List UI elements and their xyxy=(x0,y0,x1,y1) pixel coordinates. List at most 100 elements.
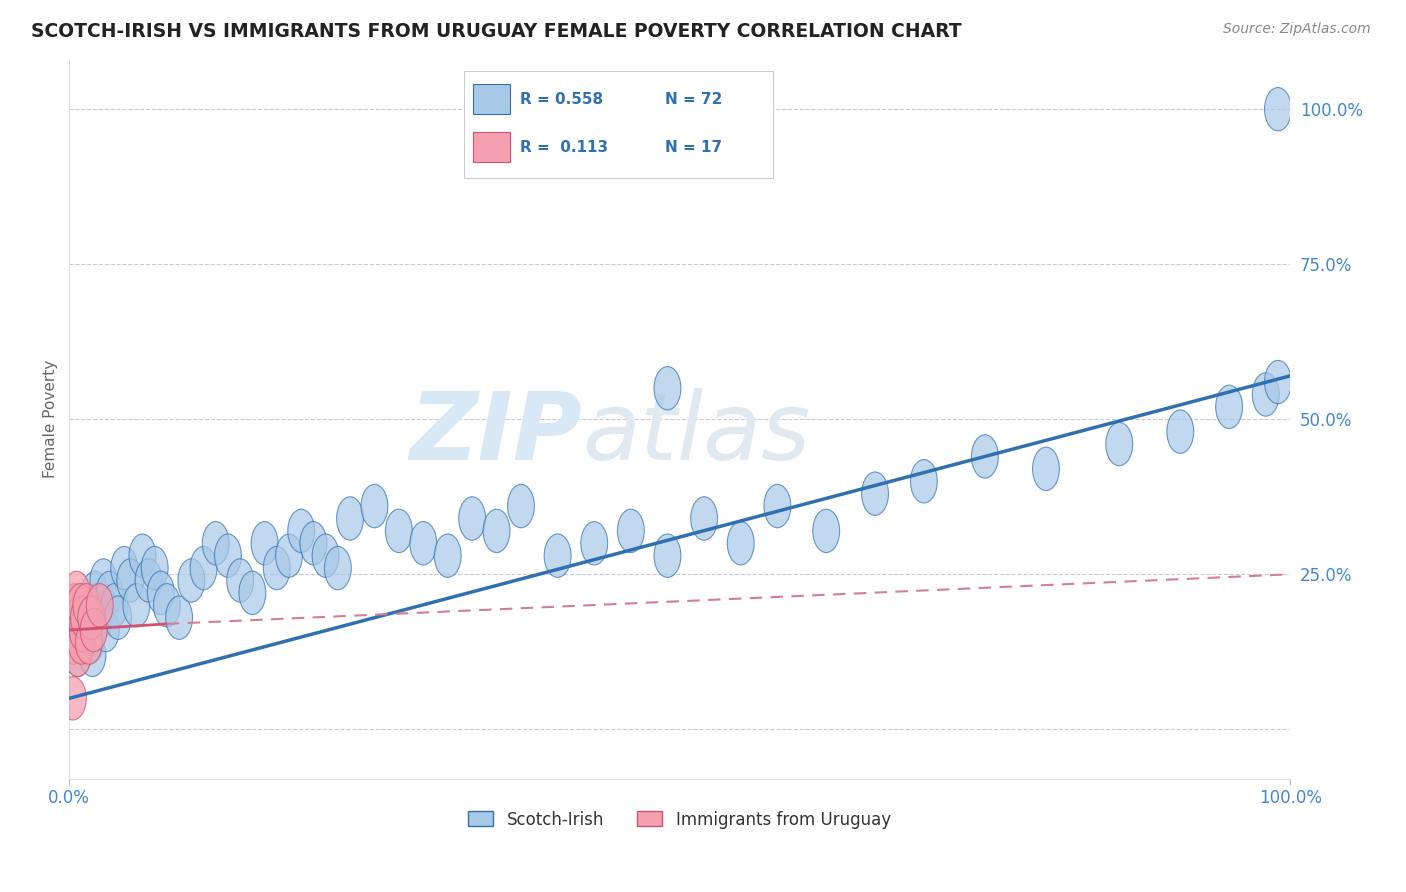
Ellipse shape xyxy=(67,621,94,665)
Ellipse shape xyxy=(581,522,607,565)
Ellipse shape xyxy=(1253,373,1279,417)
Ellipse shape xyxy=(1167,410,1194,453)
Ellipse shape xyxy=(69,621,96,665)
Ellipse shape xyxy=(62,608,89,652)
Ellipse shape xyxy=(59,621,86,665)
Ellipse shape xyxy=(69,608,96,652)
Ellipse shape xyxy=(288,509,315,552)
Ellipse shape xyxy=(96,571,122,615)
Ellipse shape xyxy=(76,621,103,665)
Ellipse shape xyxy=(65,633,91,677)
Ellipse shape xyxy=(544,534,571,577)
Ellipse shape xyxy=(129,534,156,577)
Ellipse shape xyxy=(122,583,150,627)
Ellipse shape xyxy=(202,522,229,565)
Ellipse shape xyxy=(75,608,101,652)
Ellipse shape xyxy=(336,497,364,541)
Ellipse shape xyxy=(148,571,174,615)
Ellipse shape xyxy=(86,583,114,627)
Ellipse shape xyxy=(484,509,510,552)
Ellipse shape xyxy=(80,608,107,652)
Text: N = 17: N = 17 xyxy=(665,140,723,155)
Ellipse shape xyxy=(411,522,437,565)
Ellipse shape xyxy=(72,615,98,658)
Text: N = 72: N = 72 xyxy=(665,92,723,107)
Ellipse shape xyxy=(690,497,717,541)
Ellipse shape xyxy=(79,633,105,677)
Ellipse shape xyxy=(276,534,302,577)
Ellipse shape xyxy=(911,459,938,503)
Ellipse shape xyxy=(1264,87,1291,131)
Ellipse shape xyxy=(226,558,253,602)
Text: Source: ZipAtlas.com: Source: ZipAtlas.com xyxy=(1223,22,1371,37)
Text: R =  0.113: R = 0.113 xyxy=(520,140,607,155)
Ellipse shape xyxy=(93,608,120,652)
Ellipse shape xyxy=(58,596,86,640)
Ellipse shape xyxy=(73,596,100,640)
Ellipse shape xyxy=(90,558,117,602)
Legend: Scotch-Irish, Immigrants from Uruguay: Scotch-Irish, Immigrants from Uruguay xyxy=(461,804,897,835)
Ellipse shape xyxy=(111,547,138,590)
Ellipse shape xyxy=(66,596,93,640)
Ellipse shape xyxy=(84,583,111,627)
Ellipse shape xyxy=(299,522,326,565)
Ellipse shape xyxy=(1216,385,1243,428)
Ellipse shape xyxy=(654,534,681,577)
Ellipse shape xyxy=(385,509,412,552)
Ellipse shape xyxy=(179,558,205,602)
Text: R = 0.558: R = 0.558 xyxy=(520,92,603,107)
Ellipse shape xyxy=(70,596,97,640)
Ellipse shape xyxy=(361,484,388,528)
Ellipse shape xyxy=(763,484,790,528)
Ellipse shape xyxy=(312,534,339,577)
Ellipse shape xyxy=(86,596,114,640)
Ellipse shape xyxy=(63,583,90,627)
Ellipse shape xyxy=(101,583,128,627)
Ellipse shape xyxy=(972,434,998,478)
Ellipse shape xyxy=(190,547,217,590)
Ellipse shape xyxy=(104,596,132,640)
Ellipse shape xyxy=(252,522,278,565)
FancyBboxPatch shape xyxy=(474,132,510,162)
Ellipse shape xyxy=(813,509,839,552)
Ellipse shape xyxy=(82,571,108,615)
Ellipse shape xyxy=(70,583,97,627)
Ellipse shape xyxy=(215,534,242,577)
Ellipse shape xyxy=(1105,422,1133,466)
Ellipse shape xyxy=(434,534,461,577)
Text: SCOTCH-IRISH VS IMMIGRANTS FROM URUGUAY FEMALE POVERTY CORRELATION CHART: SCOTCH-IRISH VS IMMIGRANTS FROM URUGUAY … xyxy=(31,22,962,41)
Ellipse shape xyxy=(63,571,90,615)
Y-axis label: Female Poverty: Female Poverty xyxy=(44,360,58,478)
Ellipse shape xyxy=(117,558,143,602)
Ellipse shape xyxy=(60,621,87,665)
Ellipse shape xyxy=(77,596,104,640)
Ellipse shape xyxy=(60,583,87,627)
Text: atlas: atlas xyxy=(582,388,810,479)
Ellipse shape xyxy=(166,596,193,640)
Ellipse shape xyxy=(141,547,169,590)
Ellipse shape xyxy=(59,677,86,720)
Ellipse shape xyxy=(654,367,681,410)
Ellipse shape xyxy=(508,484,534,528)
Ellipse shape xyxy=(1264,360,1291,404)
Ellipse shape xyxy=(263,547,290,590)
Ellipse shape xyxy=(73,583,100,627)
Ellipse shape xyxy=(59,596,86,640)
Ellipse shape xyxy=(76,621,104,665)
Ellipse shape xyxy=(67,608,94,652)
Ellipse shape xyxy=(62,608,89,652)
Ellipse shape xyxy=(458,497,485,541)
Ellipse shape xyxy=(65,633,91,677)
Ellipse shape xyxy=(325,547,352,590)
Ellipse shape xyxy=(617,509,644,552)
FancyBboxPatch shape xyxy=(474,84,510,114)
Ellipse shape xyxy=(135,558,162,602)
Ellipse shape xyxy=(66,615,93,658)
Text: ZIP: ZIP xyxy=(409,388,582,480)
Ellipse shape xyxy=(67,583,94,627)
Ellipse shape xyxy=(1032,447,1059,491)
Ellipse shape xyxy=(727,522,754,565)
Ellipse shape xyxy=(862,472,889,516)
Ellipse shape xyxy=(67,596,94,640)
Ellipse shape xyxy=(239,571,266,615)
